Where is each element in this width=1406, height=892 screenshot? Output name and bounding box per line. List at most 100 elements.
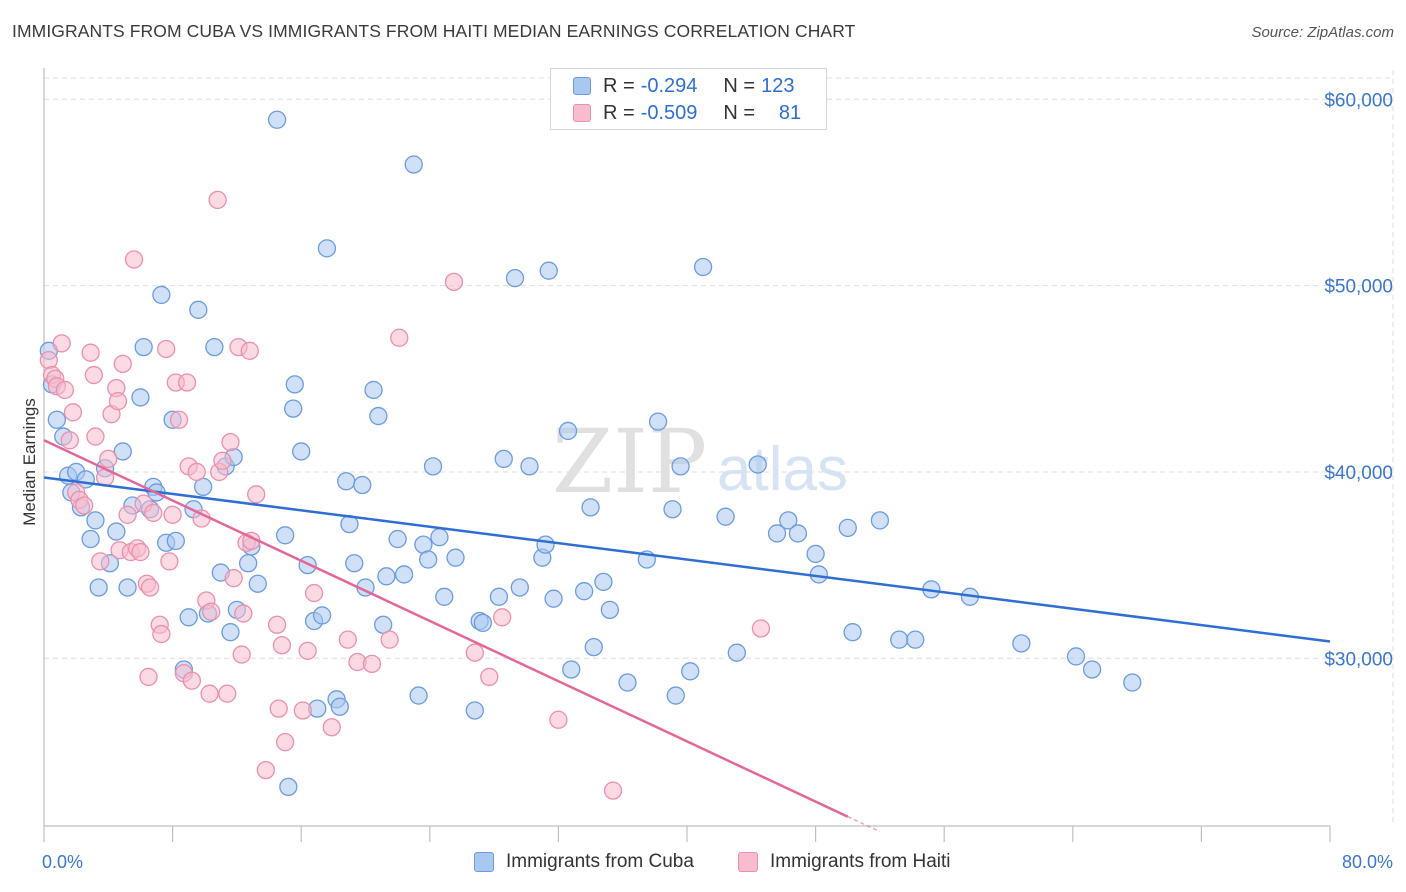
haiti-point [163,505,182,524]
legend-r-label: R = [603,101,635,124]
cuba-point [118,578,137,597]
cuba-point [748,455,767,474]
cuba-point [86,511,105,530]
haiti-point [390,328,409,347]
cuba-point [594,572,613,592]
cuba-point [409,686,428,705]
cuba-point [465,701,484,720]
haiti-point [298,641,317,660]
haiti-point [108,391,128,411]
cuba-point [1082,660,1102,679]
legend-label-haiti: Immigrants from Haiti [770,851,951,872]
cuba-point [510,578,529,597]
haiti-point [39,350,58,370]
watermark: ZIP atlas [552,410,848,513]
legend-n-value: 123 [761,74,795,97]
haiti-point [208,190,227,210]
haiti-point [160,552,179,571]
y-axis-label: Median Earnings [20,398,39,526]
haiti-point [465,643,484,662]
cuba-point [275,526,295,545]
cuba-point [681,662,700,681]
cuba-point [113,442,132,461]
haiti-point [221,432,240,452]
haiti-point [549,710,568,729]
cuba-point [843,623,862,642]
cuba-point [330,697,349,716]
cuba-point [671,457,690,476]
cuba-point [152,285,171,305]
legend-swatch-haiti [573,104,591,122]
cuba-point [394,565,414,584]
y-tick-label: $30,000 [1324,649,1393,670]
cuba-point [600,600,619,619]
cuba-point [520,457,539,476]
cuba-point [81,529,100,549]
haiti-point [75,496,94,515]
series-legend: Immigrants from Cuba Immigrants from Hai… [0,851,1406,879]
correlation-legend: R = -0.294 N = 123 R = -0.509 N = 81 [550,68,827,130]
cuba-point [369,406,388,426]
y-tick-label: $50,000 [1324,277,1393,298]
cuba-point [494,449,513,469]
y-tick-labels: $30,000 $40,000 $50,000 $60,000 [1324,90,1393,670]
cuba-point [544,589,563,608]
cuba-point [312,606,332,625]
haiti-point [492,608,512,627]
cuba-point [134,337,153,357]
cuba-point [388,529,407,549]
cuba-point [663,500,682,519]
haiti-point [84,365,103,385]
legend-item-cuba[interactable]: Immigrants from Cuba [474,851,694,873]
legend-row-haiti: R = -0.509 N = 81 [573,100,801,126]
haiti-point [140,578,160,597]
haiti-point [751,619,771,638]
haiti-point [293,701,312,720]
watermark-atlas: atlas [717,435,848,504]
legend-item-haiti[interactable]: Immigrants from Haiti [738,851,951,873]
haiti-point [272,636,292,655]
haiti-point [213,451,232,470]
cuba-point [446,548,465,567]
haiti-trend-extension [847,816,881,833]
haiti-point [124,250,144,269]
haiti-point [275,732,295,752]
haiti-point [304,583,324,603]
cuba-point [419,550,438,569]
cuba-point [248,574,267,593]
axes [43,68,1331,842]
haiti-point [202,602,221,621]
cuba-point [239,554,258,573]
cuba-point [536,535,555,554]
haiti-point [86,427,105,446]
cuba-point [870,511,890,530]
haiti-point [380,630,399,649]
haiti-point [200,684,219,703]
source-label: Source: ZipAtlas.com [1251,24,1394,41]
cuba-point [337,472,356,491]
haiti-point [99,449,118,469]
cuba-point [107,522,126,541]
haiti-point [63,403,83,422]
legend-swatch-haiti [738,852,758,872]
haiti-point [218,684,237,703]
haiti-point [269,699,288,718]
haiti-point [362,654,382,674]
haiti-point [152,624,171,644]
cuba-point [89,578,108,597]
haiti-point [60,431,79,450]
haiti-point [118,505,137,524]
x-tick-label-min: 0.0% [42,852,83,872]
cuba-point [1012,634,1031,653]
cuba-point [292,442,311,461]
haiti-point [232,645,251,664]
x-tick-label-max: 80.0% [1342,852,1393,872]
haiti-point [338,630,357,649]
haiti-point [234,604,253,623]
cuba-point [377,567,396,586]
cuba-point [435,587,454,606]
cuba-point [562,660,581,679]
cuba-point [584,637,603,657]
y-tick-label: $60,000 [1324,90,1393,111]
haiti-point [113,354,132,374]
